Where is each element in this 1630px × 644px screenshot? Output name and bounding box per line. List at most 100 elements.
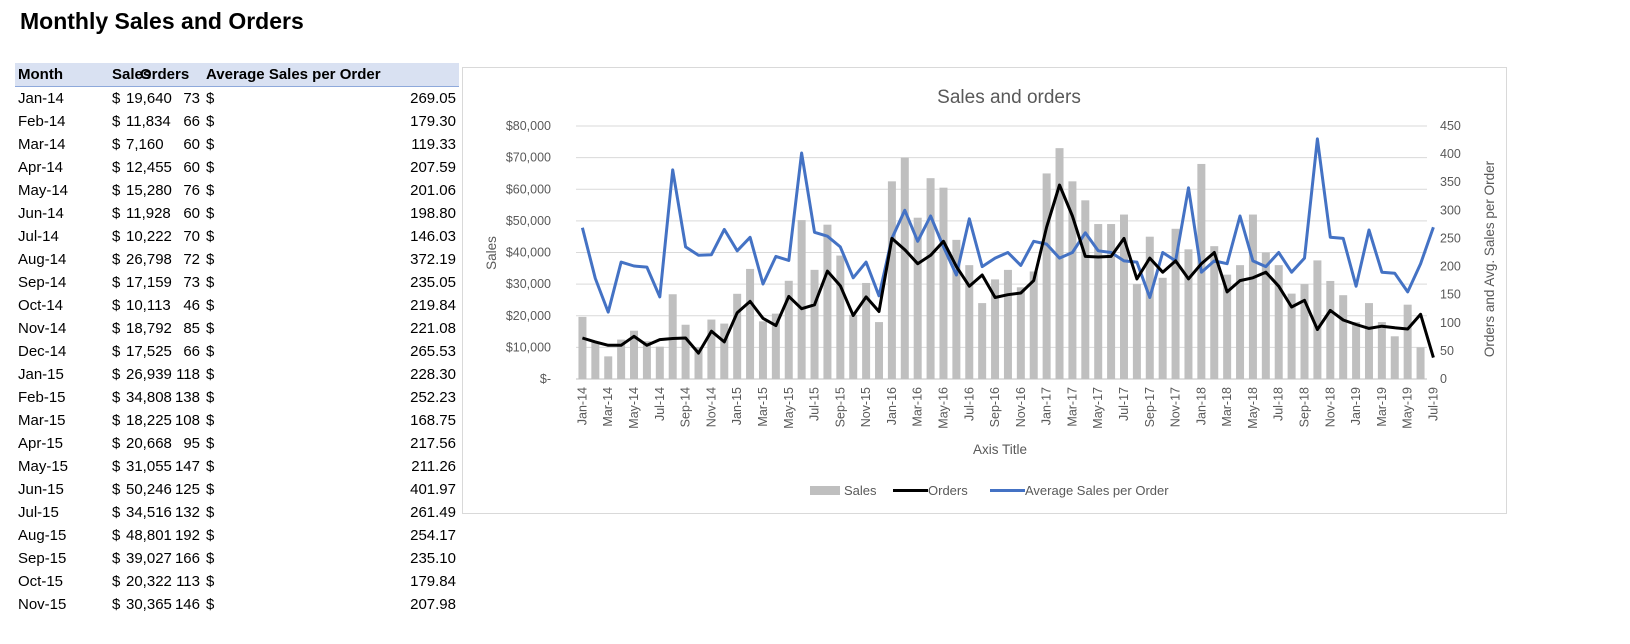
sales-cell[interactable]: 20,322 <box>126 573 172 590</box>
month-cell[interactable]: Jan-15 <box>18 366 64 383</box>
avg-sales-cell[interactable]: 252.23 <box>410 389 456 406</box>
currency-cell[interactable]: $ <box>206 90 215 107</box>
month-cell[interactable]: Nov-14 <box>18 320 67 337</box>
month-cell[interactable]: Aug-15 <box>18 527 67 544</box>
currency-cell[interactable]: $ <box>112 205 121 222</box>
currency-cell[interactable]: $ <box>206 435 215 452</box>
avg-sales-cell[interactable]: 198.80 <box>410 205 456 222</box>
sales-cell[interactable]: 34,808 <box>126 389 172 406</box>
header-sales[interactable]: Sales <box>109 63 151 87</box>
header-avg-sales[interactable]: Average Sales per Order <box>203 63 459 87</box>
month-cell[interactable]: Jul-14 <box>18 228 59 245</box>
orders-cell[interactable]: 192 <box>174 527 200 544</box>
currency-cell[interactable]: $ <box>112 550 121 567</box>
avg-sales-cell[interactable]: 119.33 <box>411 136 456 153</box>
orders-cell[interactable]: 132 <box>174 504 200 521</box>
sales-cell[interactable]: 15,280 <box>126 182 172 199</box>
sales-cell[interactable]: 34,516 <box>126 504 172 521</box>
currency-cell[interactable]: $ <box>112 113 121 130</box>
avg-sales-cell[interactable]: 207.98 <box>410 596 456 613</box>
currency-cell[interactable]: $ <box>112 297 121 314</box>
currency-cell[interactable]: $ <box>206 389 215 406</box>
sales-cell[interactable]: 17,159 <box>126 274 172 291</box>
currency-cell[interactable]: $ <box>206 274 215 291</box>
currency-cell[interactable]: $ <box>112 182 121 199</box>
orders-cell[interactable]: 73 <box>183 274 200 291</box>
currency-cell[interactable]: $ <box>112 596 121 613</box>
sales-cell[interactable]: 10,222 <box>126 228 172 245</box>
month-cell[interactable]: Mar-15 <box>18 412 66 429</box>
avg-sales-cell[interactable]: 201.06 <box>410 182 456 199</box>
avg-sales-cell[interactable]: 235.10 <box>410 550 456 567</box>
sales-cell[interactable]: 11,928 <box>126 205 171 222</box>
orders-cell[interactable]: 113 <box>176 573 200 590</box>
avg-sales-cell[interactable]: 168.75 <box>410 412 456 429</box>
sales-cell[interactable]: 31,055 <box>126 458 172 475</box>
month-cell[interactable]: Apr-14 <box>18 159 64 176</box>
sales-cell[interactable]: 26,939 <box>126 366 172 383</box>
avg-sales-cell[interactable]: 179.84 <box>410 573 456 590</box>
month-cell[interactable]: Sep-14 <box>18 274 67 291</box>
month-cell[interactable]: Mar-14 <box>18 136 66 153</box>
month-cell[interactable]: Jul-15 <box>18 504 59 521</box>
month-cell[interactable]: Feb-14 <box>18 113 66 130</box>
orders-cell[interactable]: 85 <box>183 320 200 337</box>
currency-cell[interactable]: $ <box>112 458 121 475</box>
orders-cell[interactable]: 60 <box>183 205 200 222</box>
orders-cell[interactable]: 95 <box>183 435 200 452</box>
orders-cell[interactable]: 72 <box>183 251 200 268</box>
currency-cell[interactable]: $ <box>112 435 121 452</box>
currency-cell[interactable]: $ <box>206 596 215 613</box>
month-cell[interactable]: Oct-14 <box>18 297 64 314</box>
currency-cell[interactable]: $ <box>206 366 215 383</box>
currency-cell[interactable]: $ <box>206 297 215 314</box>
avg-sales-cell[interactable]: 217.56 <box>410 435 456 452</box>
header-orders[interactable]: Orders <box>137 63 203 87</box>
currency-cell[interactable]: $ <box>206 527 215 544</box>
currency-cell[interactable]: $ <box>112 159 121 176</box>
orders-cell[interactable]: 66 <box>183 343 200 360</box>
orders-cell[interactable]: 76 <box>183 182 200 199</box>
orders-cell[interactable]: 60 <box>183 136 200 153</box>
avg-sales-cell[interactable]: 265.53 <box>410 343 456 360</box>
sales-cell[interactable]: 18,792 <box>126 320 172 337</box>
month-cell[interactable]: Dec-14 <box>18 343 67 360</box>
orders-cell[interactable]: 147 <box>174 458 200 475</box>
avg-sales-cell[interactable]: 235.05 <box>410 274 456 291</box>
currency-cell[interactable]: $ <box>206 481 215 498</box>
avg-sales-cell[interactable]: 401.97 <box>410 481 456 498</box>
currency-cell[interactable]: $ <box>206 136 215 153</box>
currency-cell[interactable]: $ <box>112 527 121 544</box>
orders-cell[interactable]: 70 <box>183 228 200 245</box>
currency-cell[interactable]: $ <box>206 550 215 567</box>
currency-cell[interactable]: $ <box>112 136 121 153</box>
orders-cell[interactable]: 118 <box>176 366 200 383</box>
sales-cell[interactable]: 50,246 <box>126 481 172 498</box>
currency-cell[interactable]: $ <box>206 412 215 429</box>
currency-cell[interactable]: $ <box>112 389 121 406</box>
sales-cell[interactable]: 19,640 <box>126 90 172 107</box>
orders-cell[interactable]: 73 <box>183 90 200 107</box>
orders-cell[interactable]: 125 <box>174 481 200 498</box>
chart-area[interactable]: Sales and orders $- $10,000 $20,000 $30,000… <box>462 67 1507 514</box>
month-cell[interactable]: Jan-14 <box>18 90 64 107</box>
avg-sales-cell[interactable]: 269.05 <box>410 90 456 107</box>
currency-cell[interactable]: $ <box>206 458 215 475</box>
sales-cell[interactable]: 30,365 <box>126 596 172 613</box>
currency-cell[interactable]: $ <box>112 90 121 107</box>
avg-sales-cell[interactable]: 261.49 <box>410 504 456 521</box>
currency-cell[interactable]: $ <box>206 205 215 222</box>
currency-cell[interactable]: $ <box>206 320 215 337</box>
orders-cell[interactable]: 146 <box>174 596 200 613</box>
currency-cell[interactable]: $ <box>112 343 121 360</box>
sales-cell[interactable]: 11,834 <box>126 113 171 130</box>
currency-cell[interactable]: $ <box>112 274 121 291</box>
avg-sales-cell[interactable]: 221.08 <box>410 320 456 337</box>
month-cell[interactable]: Jun-15 <box>18 481 64 498</box>
sales-cell[interactable]: 20,668 <box>126 435 172 452</box>
currency-cell[interactable]: $ <box>112 320 121 337</box>
month-cell[interactable]: Nov-15 <box>18 596 67 613</box>
currency-cell[interactable]: $ <box>112 573 121 590</box>
orders-cell[interactable]: 108 <box>174 412 200 429</box>
avg-sales-cell[interactable]: 207.59 <box>410 159 456 176</box>
